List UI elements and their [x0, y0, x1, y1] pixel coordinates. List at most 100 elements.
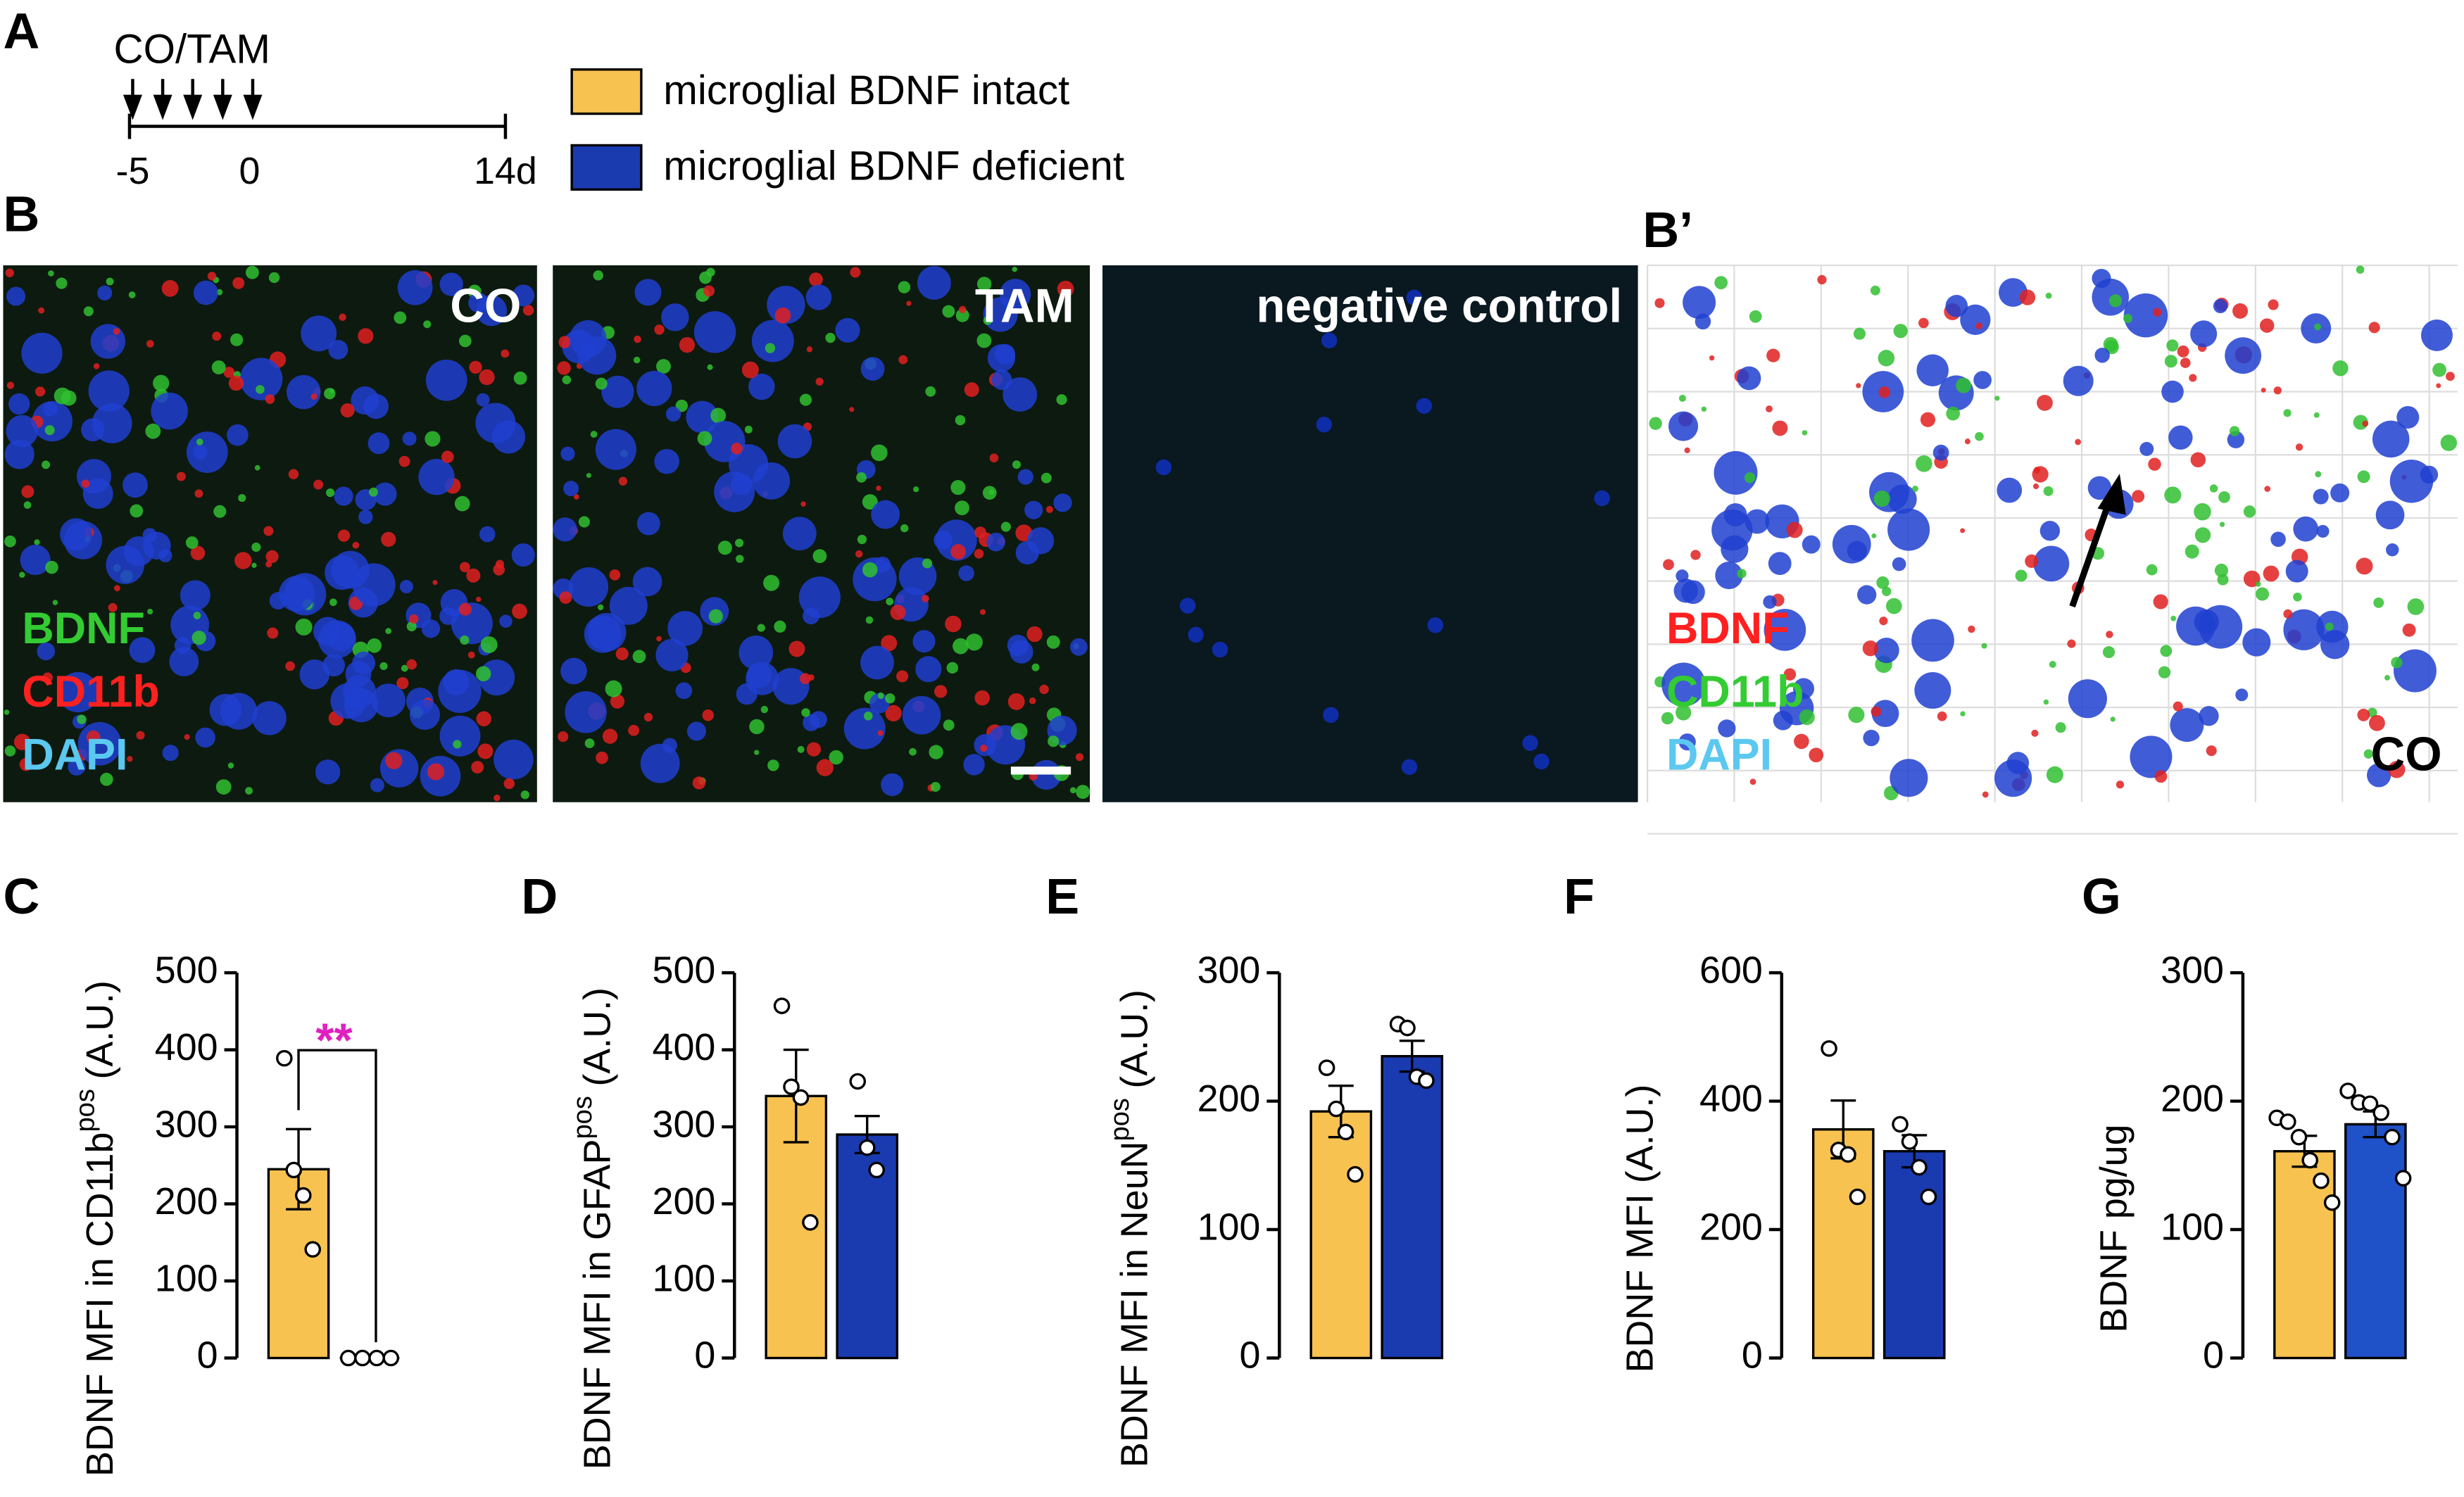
signal: [513, 284, 535, 307]
legend-label: microglial BDNF intact: [663, 68, 1069, 113]
signal: [760, 705, 769, 714]
signal: [586, 473, 591, 479]
arrow-head: [153, 94, 172, 120]
data-point: [1849, 1188, 1866, 1206]
stain-label: BDNF: [1666, 604, 1789, 653]
signal: [2255, 581, 2261, 587]
signal: [609, 569, 621, 581]
data-point: [1901, 1133, 1918, 1150]
signal: [959, 305, 967, 314]
signal: [425, 359, 467, 401]
signal: [748, 373, 775, 400]
signal: [557, 361, 571, 375]
signal: [106, 277, 114, 286]
signal: [2046, 766, 2063, 783]
signal: [2389, 460, 2434, 503]
signal: [595, 377, 608, 390]
signal: [1749, 778, 1756, 785]
signal: [812, 549, 827, 564]
signal: [2043, 486, 2054, 496]
stain-label: DAPI: [1666, 731, 1772, 780]
signal: [2164, 486, 2182, 504]
signal: [409, 699, 441, 731]
signal: [633, 356, 641, 364]
signal: [401, 664, 408, 672]
signal: [989, 453, 999, 462]
signal: [675, 682, 693, 700]
signal: [1676, 569, 1689, 583]
y-tick-label: 400: [653, 1026, 716, 1068]
y-axis-label-part: BDNF MFI in NeuN: [1114, 1142, 1156, 1468]
signal: [610, 694, 625, 709]
y-tick-label: 300: [1198, 949, 1261, 991]
signal: [1885, 598, 1902, 614]
data-point: [1892, 1116, 1909, 1133]
data-point: [1318, 1059, 1335, 1076]
signal: [825, 332, 836, 343]
bar: [1882, 1150, 1946, 1360]
signal: [885, 693, 895, 704]
signal: [2139, 441, 2154, 456]
signal: [88, 370, 130, 412]
data-point: [849, 1073, 867, 1090]
signal: [803, 714, 820, 731]
timeline-label: CO/TAM: [114, 26, 271, 72]
signal: [816, 759, 834, 776]
signal: [1041, 472, 1052, 484]
signal: [2032, 466, 2049, 483]
signal: [945, 615, 962, 633]
signal: [2393, 649, 2437, 693]
signal: [4, 439, 34, 469]
data-point: [783, 1078, 800, 1095]
signal: [13, 733, 31, 750]
y-axis-label: BDNF MFI (A.U.): [1619, 1085, 1661, 1373]
panel-label: A: [3, 3, 39, 59]
signal: [1802, 430, 1808, 436]
signal: [1406, 289, 1423, 305]
signal: [476, 711, 492, 727]
signal: [1007, 634, 1029, 657]
signal: [153, 374, 170, 391]
signal: [2106, 631, 2113, 638]
signal: [1031, 663, 1040, 671]
signal: [1053, 493, 1072, 512]
signal: [212, 331, 222, 341]
signal: [127, 756, 133, 762]
signal: [1871, 533, 1877, 538]
signal: [661, 303, 689, 331]
image-title: TAM: [975, 280, 1074, 333]
signal: [337, 529, 351, 542]
data-point: [2384, 1128, 2401, 1146]
signal: [2436, 383, 2441, 389]
signal: [1684, 447, 1690, 453]
signal: [245, 787, 253, 795]
signal: [2063, 365, 2094, 396]
signal: [860, 645, 894, 680]
data-point: [2339, 1082, 2356, 1099]
signal: [4, 709, 10, 715]
signal: [136, 731, 145, 740]
signal: [912, 630, 936, 653]
signal: [2357, 470, 2370, 484]
signal: [254, 465, 260, 471]
signal: [736, 555, 744, 563]
signal: [1690, 550, 1701, 560]
signal: [2259, 318, 2275, 333]
y-tick-label: 100: [2161, 1206, 2224, 1248]
signal: [86, 730, 101, 745]
signal: [1964, 438, 1970, 445]
y-tick-label: 0: [197, 1334, 218, 1377]
signal: [367, 432, 390, 455]
signal: [2313, 488, 2329, 505]
signal: [922, 558, 933, 569]
signal: [667, 611, 703, 646]
y-tick-label: 0: [1742, 1334, 1763, 1377]
y-axis-label: BDNF MFI in CD11bpos (A.U.): [70, 980, 121, 1477]
signal: [2283, 409, 2292, 417]
signal: [480, 636, 498, 654]
signal: [1401, 759, 1418, 776]
data-point: [2361, 1095, 2379, 1112]
signal: [2218, 491, 2230, 503]
signal: [1000, 522, 1011, 532]
signal: [1695, 313, 1711, 330]
